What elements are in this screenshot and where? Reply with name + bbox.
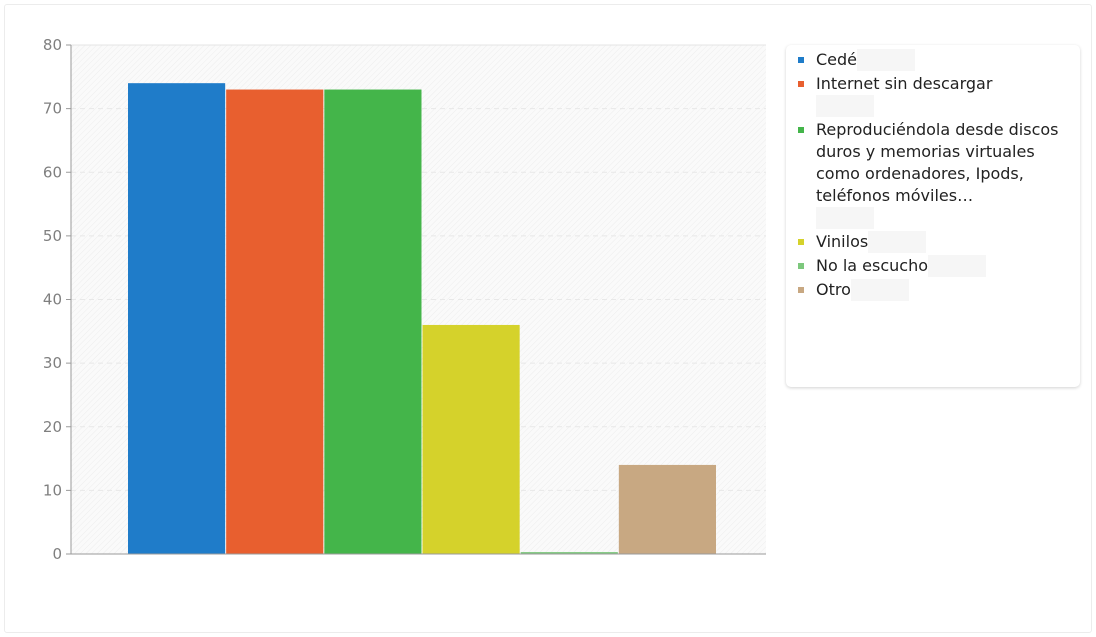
legend-spacer <box>850 279 909 301</box>
y-tick-label-50: 50 <box>43 227 62 245</box>
legend-swatch-vinilos <box>798 239 804 245</box>
legend-swatch-cede <box>798 57 804 63</box>
y-tick-label-70: 70 <box>43 100 62 118</box>
chart-frame <box>4 4 1092 633</box>
bar-5[interactable] <box>618 464 716 554</box>
legend-label-internet: Internet sin descargar <box>816 74 993 93</box>
legend-spacer <box>868 231 927 253</box>
legend-swatch-internet <box>798 81 804 87</box>
legend-item-discos[interactable]: Reproduciéndola desde discos duros y mem… <box>798 119 1072 229</box>
legend: Cedé Internet sin descargar Reproduciénd… <box>786 45 1080 387</box>
legend-spacer <box>857 49 916 71</box>
legend-label-vinilos: Vinilos <box>816 232 869 251</box>
legend-spacer <box>816 95 874 117</box>
bar-3[interactable] <box>422 324 520 554</box>
legend-item-vinilos[interactable]: Vinilos <box>798 231 1072 253</box>
y-tick-label-60: 60 <box>43 163 62 181</box>
bar-0[interactable] <box>128 83 226 555</box>
y-tick-label-40: 40 <box>43 291 62 309</box>
legend-label-discos: Reproduciéndola desde discos duros y mem… <box>816 120 1059 205</box>
bar-1[interactable] <box>226 89 324 554</box>
legend-swatch-no-la-escucho <box>798 263 804 269</box>
y-tick-label-10: 10 <box>43 481 62 499</box>
y-tick-label-80: 80 <box>43 36 62 54</box>
bar-4[interactable] <box>520 552 618 554</box>
legend-spacer <box>816 207 874 229</box>
legend-item-otro[interactable]: Otro <box>798 279 1072 301</box>
legend-label-otro: Otro <box>816 280 851 299</box>
bar-2[interactable] <box>324 89 422 554</box>
legend-spacer <box>928 255 987 277</box>
y-tick-label-20: 20 <box>43 418 62 436</box>
y-tick-label-30: 30 <box>43 354 62 372</box>
legend-swatch-otro <box>798 287 804 293</box>
legend-swatch-discos <box>798 127 804 133</box>
legend-item-cede[interactable]: Cedé <box>798 49 1072 71</box>
legend-item-internet[interactable]: Internet sin descargar <box>798 73 1072 117</box>
legend-item-no-la-escucho[interactable]: No la escucho <box>798 255 1072 277</box>
y-tick-label-0: 0 <box>52 545 62 563</box>
legend-label-no-la-escucho: No la escucho <box>816 256 929 275</box>
legend-label-cede: Cedé <box>816 50 858 69</box>
